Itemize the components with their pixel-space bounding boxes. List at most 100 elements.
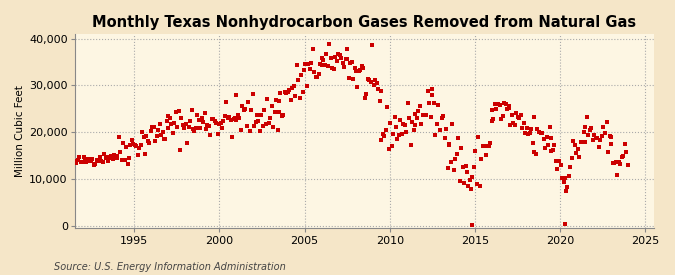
Point	[477, 144, 488, 148]
Point	[593, 145, 604, 150]
Point	[578, 129, 589, 134]
Point	[612, 173, 622, 177]
Point	[580, 125, 591, 129]
Point	[565, 165, 576, 169]
Point	[88, 163, 99, 167]
Point	[439, 136, 450, 140]
Point	[342, 47, 352, 51]
Point	[135, 143, 146, 147]
Point	[293, 78, 304, 82]
Point	[485, 141, 495, 145]
Point	[460, 164, 471, 168]
Point	[510, 122, 520, 127]
Point	[72, 158, 83, 162]
Point	[132, 153, 143, 158]
Point	[198, 120, 209, 124]
Point	[375, 99, 385, 104]
Point	[75, 160, 86, 164]
Point	[622, 163, 633, 167]
Point	[327, 66, 338, 70]
Point	[554, 158, 564, 163]
Point	[546, 136, 557, 141]
Point	[395, 118, 406, 122]
Point	[218, 119, 229, 123]
Point	[175, 148, 186, 153]
Point	[448, 168, 459, 172]
Point	[112, 156, 123, 160]
Point	[312, 75, 323, 79]
Point	[607, 161, 618, 165]
Point	[262, 97, 273, 101]
Point	[212, 132, 223, 136]
Point	[427, 86, 437, 91]
Point	[529, 115, 540, 119]
Point	[134, 146, 144, 150]
Point	[546, 149, 557, 153]
Point	[429, 101, 439, 105]
Point	[248, 124, 259, 128]
Point	[514, 116, 524, 120]
Point	[618, 154, 629, 158]
Point	[166, 122, 177, 126]
Point	[408, 128, 419, 132]
Point	[161, 119, 172, 123]
Point	[125, 143, 136, 147]
Point	[547, 147, 558, 152]
Point	[236, 127, 246, 132]
Point	[219, 114, 230, 118]
Point	[441, 127, 452, 132]
Point	[70, 159, 80, 163]
Point	[473, 134, 484, 139]
Point	[576, 140, 587, 144]
Point	[358, 65, 369, 70]
Text: Source: U.S. Energy Information Administration: Source: U.S. Energy Information Administ…	[54, 262, 286, 272]
Point	[580, 140, 591, 144]
Point	[225, 117, 236, 122]
Point	[116, 158, 127, 162]
Point	[349, 66, 360, 70]
Point	[502, 107, 513, 112]
Point	[113, 135, 124, 139]
Point	[93, 159, 104, 164]
Point	[217, 125, 227, 130]
Point	[246, 108, 256, 113]
Point	[470, 149, 481, 153]
Point	[380, 128, 391, 132]
Point	[396, 132, 407, 136]
Point	[482, 143, 493, 148]
Point	[91, 158, 102, 163]
Point	[529, 150, 540, 154]
Point	[537, 131, 547, 135]
Point	[541, 135, 552, 139]
Point	[574, 155, 585, 159]
Point	[318, 58, 329, 62]
Point	[468, 164, 479, 169]
Point	[394, 132, 404, 137]
Point	[379, 134, 389, 139]
Point	[141, 134, 152, 138]
Point	[551, 159, 562, 163]
Point	[171, 124, 182, 129]
Point	[471, 182, 482, 186]
Point	[457, 164, 468, 169]
Point	[122, 162, 133, 167]
Point	[373, 86, 383, 91]
Point	[615, 162, 626, 167]
Point	[597, 134, 608, 138]
Point	[111, 155, 122, 160]
Point	[78, 154, 89, 159]
Point	[493, 102, 504, 106]
Point	[522, 126, 533, 130]
Point	[527, 141, 538, 145]
Point	[549, 143, 560, 148]
Point	[250, 120, 261, 124]
Point	[268, 125, 279, 129]
Point	[165, 116, 176, 120]
Point	[131, 144, 142, 148]
Point	[277, 113, 288, 118]
Point	[601, 119, 612, 124]
Point	[564, 174, 574, 178]
Point	[238, 107, 249, 112]
Point	[106, 154, 117, 158]
Point	[328, 67, 339, 71]
